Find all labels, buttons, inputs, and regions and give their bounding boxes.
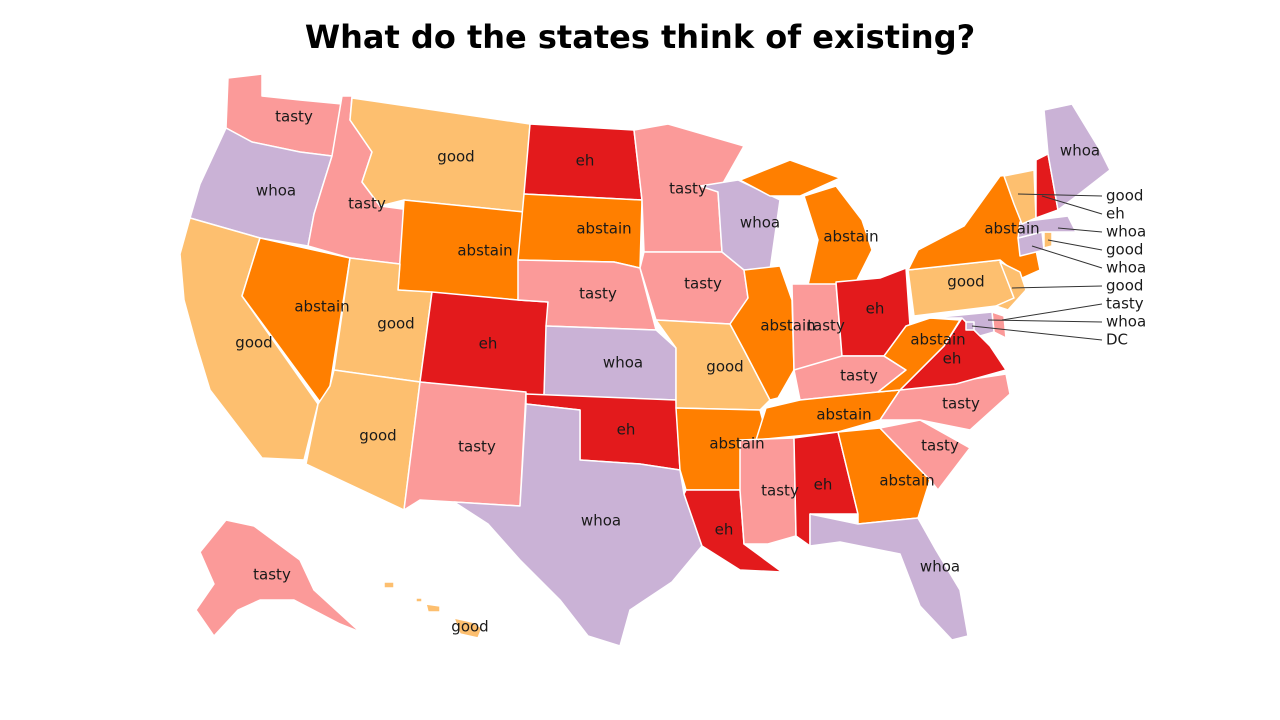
state-hi[interactable] [383,581,483,639]
state-label-ca: good [235,334,272,352]
leader-line-ri [1047,239,1103,251]
state-label-tn: abstain [816,406,871,424]
state-label-id: tasty [348,195,386,213]
leader-line-de [1001,303,1103,321]
state-label-ok: eh [617,421,636,439]
state-il[interactable] [729,265,795,401]
state-label-dc: DC [1106,331,1128,349]
state-tx[interactable] [453,403,703,647]
state-label-al: eh [814,476,833,494]
state-label-wv: abstain [910,331,965,349]
leader-line-ct [1031,245,1103,269]
state-wv[interactable] [877,317,961,393]
state-label-md: whoa [1106,313,1146,331]
state-label-de: tasty [1106,295,1144,313]
state-label-ak: tasty [253,566,291,584]
leader-line-vt [1017,193,1103,197]
state-label-ny: abstain [984,220,1039,238]
state-label-sc: tasty [921,437,959,455]
state-label-wi: whoa [740,214,780,232]
state-label-sd: abstain [576,220,631,238]
state-label-nj: good [1106,277,1143,295]
state-label-vt: good [1106,187,1143,205]
state-ma[interactable] [1017,215,1077,239]
state-label-ms: tasty [761,482,799,500]
leader-line-ma [1057,227,1103,233]
state-label-nc: tasty [942,395,980,413]
state-label-wy: abstain [457,242,512,260]
state-label-nd: eh [576,152,595,170]
state-label-mn: tasty [669,180,707,198]
state-label-az: good [359,427,396,445]
states-layer [179,73,1111,647]
state-label-nh: eh [1106,205,1125,223]
state-label-mt: good [437,148,474,166]
state-de[interactable] [991,311,1007,339]
state-label-pa: good [947,273,984,291]
state-label-la: eh [715,521,734,539]
state-label-ga: abstain [879,472,934,490]
state-label-mo: good [706,358,743,376]
leader-line-dc [971,325,1103,341]
state-label-oh: eh [866,300,885,318]
state-label-fl: whoa [920,558,960,576]
state-label-va: eh [943,350,962,368]
state-label-ks: whoa [603,354,643,372]
labels-layer: tastywhoagoodtastyabstaingoodabstaingood… [235,108,1146,636]
leader-line-nh [1041,195,1103,215]
state-label-ar: abstain [709,435,764,453]
state-label-ky: tasty [840,367,878,385]
state-md[interactable] [929,311,995,337]
state-label-nm: tasty [458,438,496,456]
state-label-or: whoa [256,182,296,200]
state-label-ia: tasty [684,275,722,293]
state-label-in: tasty [807,317,845,335]
state-label-mi: abstain [823,228,878,246]
state-mi[interactable] [739,159,873,295]
state-ak[interactable] [195,519,361,637]
state-label-ri: good [1106,241,1143,259]
state-fl[interactable] [809,513,969,641]
state-label-ct: whoa [1106,259,1146,277]
state-label-il: abstain [760,317,815,335]
state-label-hi: good [451,618,488,636]
state-label-ne: tasty [579,285,617,303]
state-label-nv: abstain [294,298,349,316]
state-dc[interactable] [965,321,975,331]
state-me[interactable] [1043,103,1111,211]
state-label-wa: tasty [275,108,313,126]
state-sc[interactable] [879,419,971,491]
state-label-me: whoa [1060,142,1100,160]
state-vt[interactable] [1003,169,1037,225]
map-title: What do the states think of existing? [304,18,976,56]
leader-line-md [987,319,1103,323]
leaders-layer [971,193,1103,341]
state-label-ma: whoa [1106,223,1146,241]
state-label-tx: whoa [581,512,621,530]
state-nj[interactable] [995,261,1027,311]
leader-line-nj [1011,285,1103,289]
state-label-ut: good [377,315,414,333]
state-label-co: eh [479,335,498,353]
